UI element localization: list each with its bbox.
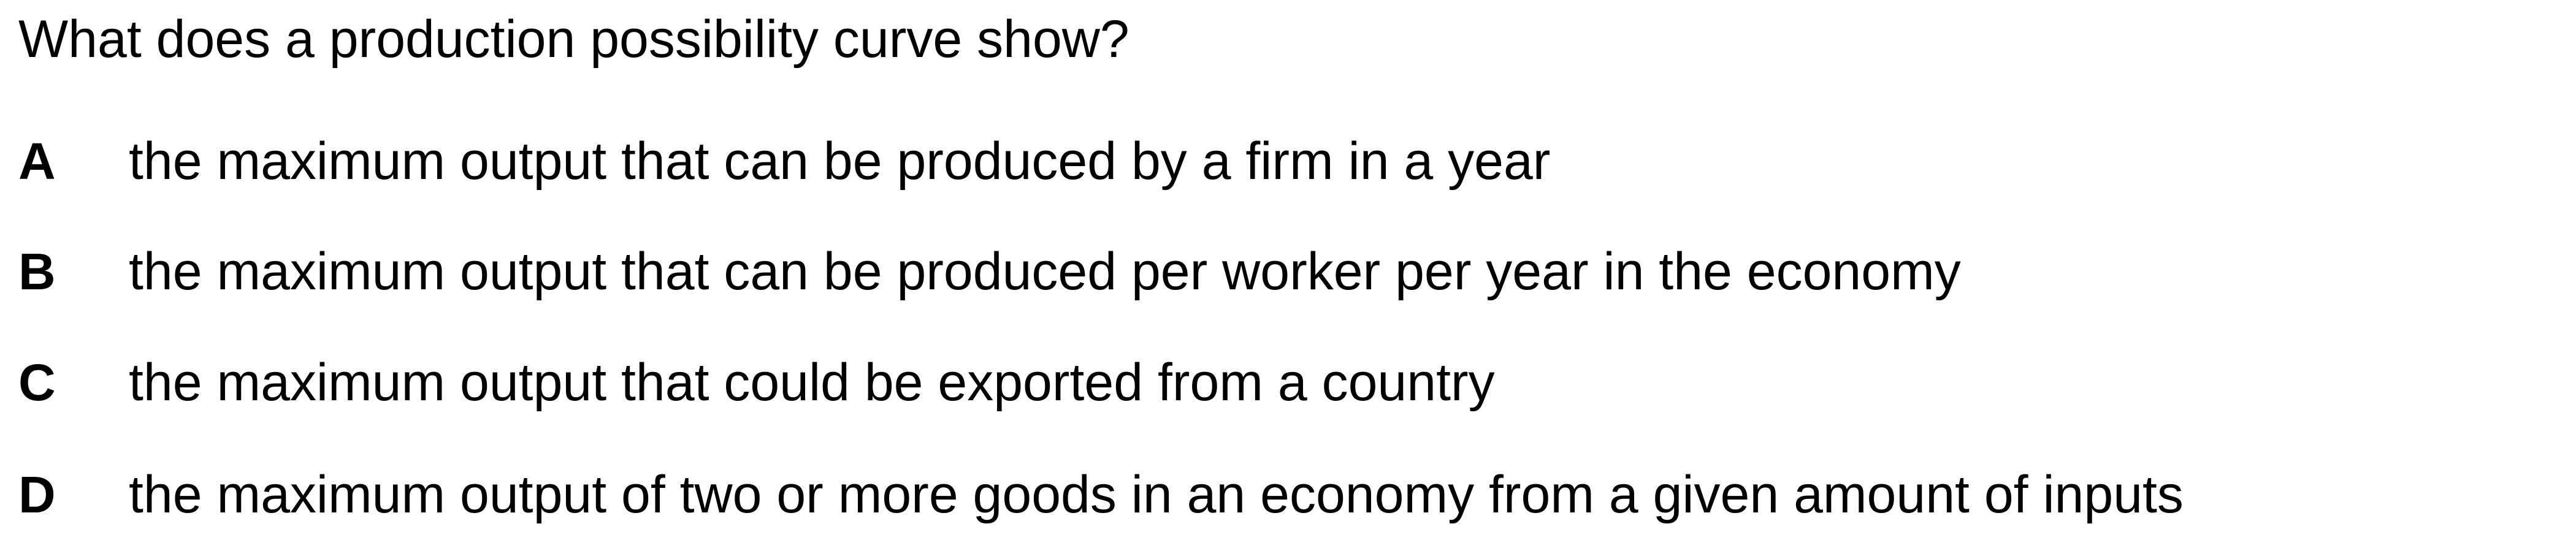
option-letter: B (18, 242, 56, 300)
option-b: B the maximum output that can be produce… (18, 241, 1961, 302)
option-d: D the maximum output of two or more good… (18, 464, 2184, 525)
option-c: C the maximum output that could be expor… (18, 352, 1495, 413)
option-text: the maximum output that can be produced … (129, 241, 1961, 301)
option-letter: C (18, 353, 56, 411)
option-text: the maximum output of two or more goods … (129, 465, 2184, 524)
option-text: the maximum output that can be produced … (129, 131, 1551, 191)
option-letter: A (18, 132, 56, 190)
question-text: What does a production possibility curve… (18, 10, 1129, 69)
option-a: A the maximum output that can be produce… (18, 131, 1550, 192)
option-text: the maximum output that could be exporte… (129, 352, 1495, 412)
option-letter: D (18, 465, 56, 523)
